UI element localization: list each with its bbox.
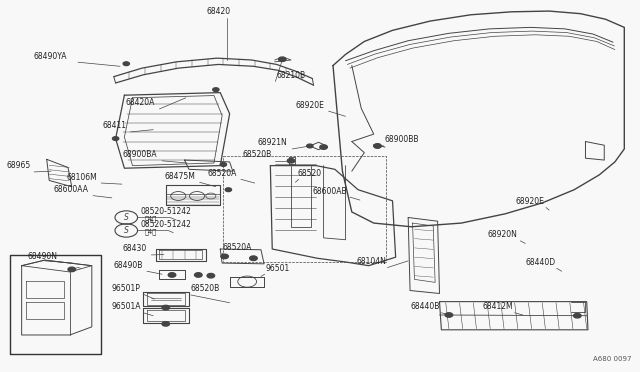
- Text: 96501P: 96501P: [112, 284, 141, 293]
- Text: 08520-51242: 08520-51242: [141, 219, 191, 229]
- Text: 68600AB: 68600AB: [313, 187, 348, 196]
- Text: 68920E: 68920E: [515, 197, 544, 206]
- Text: 68475M: 68475M: [164, 172, 195, 181]
- Text: 68490B: 68490B: [114, 261, 143, 270]
- Text: 68920E: 68920E: [296, 101, 325, 110]
- Circle shape: [573, 314, 581, 318]
- Text: 68106M: 68106M: [66, 173, 97, 182]
- Text: 68520A: 68520A: [222, 243, 252, 252]
- Text: 68520B: 68520B: [191, 285, 220, 294]
- Circle shape: [445, 313, 452, 317]
- Text: 68900BB: 68900BB: [385, 135, 419, 144]
- Circle shape: [374, 144, 381, 148]
- Circle shape: [68, 267, 76, 272]
- Text: 68412M: 68412M: [482, 302, 513, 311]
- Text: 68411: 68411: [102, 121, 126, 131]
- Circle shape: [123, 62, 129, 65]
- Text: 68440D: 68440D: [525, 258, 556, 267]
- Circle shape: [225, 188, 232, 192]
- Text: （4）: （4）: [145, 215, 157, 222]
- Text: 68420: 68420: [206, 7, 230, 16]
- Text: 68490N: 68490N: [28, 252, 58, 261]
- Circle shape: [278, 57, 286, 61]
- Circle shape: [307, 144, 313, 148]
- Text: 68490YA: 68490YA: [33, 52, 67, 61]
- Circle shape: [250, 256, 257, 260]
- Text: 68104N: 68104N: [356, 257, 387, 266]
- Circle shape: [162, 305, 170, 310]
- Text: A680 0097: A680 0097: [593, 356, 632, 362]
- Text: 96501A: 96501A: [111, 302, 141, 311]
- Circle shape: [207, 273, 214, 278]
- Text: 68965: 68965: [6, 161, 31, 170]
- Text: 68520A: 68520A: [208, 169, 237, 178]
- Text: S: S: [124, 226, 129, 235]
- Text: S: S: [124, 213, 129, 222]
- Text: （4）: （4）: [145, 228, 157, 235]
- Circle shape: [287, 158, 295, 163]
- Circle shape: [250, 256, 257, 260]
- Circle shape: [113, 137, 119, 140]
- Circle shape: [221, 254, 228, 259]
- Text: 68210B: 68210B: [276, 71, 306, 80]
- Text: 68921N: 68921N: [257, 138, 287, 147]
- Circle shape: [212, 88, 219, 92]
- Text: 68600AA: 68600AA: [54, 185, 89, 194]
- Text: 68420A: 68420A: [125, 99, 154, 108]
- Text: 68900BA: 68900BA: [123, 150, 157, 159]
- Circle shape: [374, 144, 381, 148]
- Circle shape: [162, 322, 170, 326]
- Text: 68440B: 68440B: [410, 302, 440, 311]
- Circle shape: [168, 273, 176, 277]
- Text: 68920N: 68920N: [488, 230, 518, 239]
- Text: 68520B: 68520B: [243, 150, 272, 159]
- Circle shape: [320, 145, 328, 149]
- Text: 68430: 68430: [123, 244, 147, 253]
- Text: 68520: 68520: [298, 169, 321, 178]
- Text: 08520-51242: 08520-51242: [141, 207, 191, 216]
- Circle shape: [220, 163, 227, 166]
- Text: 96501: 96501: [266, 264, 290, 273]
- Circle shape: [195, 273, 202, 277]
